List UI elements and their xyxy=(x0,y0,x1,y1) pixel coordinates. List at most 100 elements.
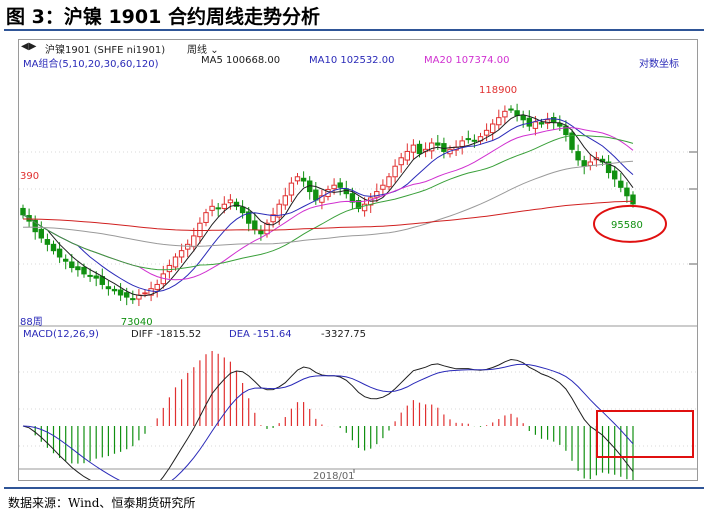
candle-body[interactable] xyxy=(459,140,465,147)
candle-body[interactable] xyxy=(63,258,69,262)
candle-body[interactable] xyxy=(429,142,435,152)
candle-body[interactable] xyxy=(246,211,252,224)
candle-body[interactable] xyxy=(361,203,368,212)
candle-body[interactable] xyxy=(288,182,295,196)
candle-body[interactable] xyxy=(191,235,197,248)
last-price-highlight xyxy=(593,204,667,243)
candle-body[interactable] xyxy=(435,142,441,146)
candle-body[interactable] xyxy=(239,206,246,214)
candle-body[interactable] xyxy=(38,228,45,239)
candle-body[interactable] xyxy=(81,266,87,275)
candle-body[interactable] xyxy=(563,125,569,136)
candle-body[interactable] xyxy=(294,176,301,182)
candle-body[interactable] xyxy=(386,176,392,188)
candle-body[interactable] xyxy=(526,117,533,127)
candle-body[interactable] xyxy=(20,207,26,216)
candle-body[interactable] xyxy=(520,115,526,121)
ma10-legend: MA10 102532.00 xyxy=(309,55,395,66)
candle-body[interactable] xyxy=(221,203,228,209)
candle-body[interactable] xyxy=(252,220,258,231)
candle-body[interactable] xyxy=(32,219,38,233)
candle-body[interactable] xyxy=(56,248,63,258)
candle-body[interactable] xyxy=(233,201,240,207)
candle-body[interactable] xyxy=(508,108,514,111)
candle-body[interactable] xyxy=(569,132,575,150)
candle-body[interactable] xyxy=(392,165,398,178)
ma-group-label[interactable]: MA组合(5,10,20,30,60,120) xyxy=(23,59,159,70)
candle-body[interactable] xyxy=(276,203,282,218)
candle-body[interactable] xyxy=(178,250,185,258)
candle-body[interactable] xyxy=(575,151,581,161)
candle-body[interactable] xyxy=(374,191,380,198)
macd-legend-name[interactable]: MACD(12,26,9) xyxy=(23,329,99,340)
macd-legend-diff: DIFF -1815.52 xyxy=(131,329,202,340)
candle-body[interactable] xyxy=(483,129,490,136)
candle-body[interactable] xyxy=(398,157,404,166)
candle-body[interactable] xyxy=(416,143,423,155)
candle-body[interactable] xyxy=(538,122,545,125)
candle-body[interactable] xyxy=(319,195,325,203)
candle-body[interactable] xyxy=(532,121,539,129)
candle-body[interactable] xyxy=(154,283,160,290)
candle-body[interactable] xyxy=(185,243,191,250)
candle-body[interactable] xyxy=(605,161,612,174)
candle-body[interactable] xyxy=(117,289,124,296)
candle-body[interactable] xyxy=(313,189,319,201)
candle-body[interactable] xyxy=(490,123,496,134)
candle-body[interactable] xyxy=(124,292,130,298)
candle-body[interactable] xyxy=(331,184,337,190)
candle-body[interactable] xyxy=(410,144,417,153)
candle-body[interactable] xyxy=(618,180,624,188)
candle-body[interactable] xyxy=(502,110,508,118)
candle-body[interactable] xyxy=(130,298,136,301)
candle-body[interactable] xyxy=(557,122,563,127)
candle-body[interactable] xyxy=(355,200,362,209)
candle-body[interactable] xyxy=(581,160,587,167)
candle-body[interactable] xyxy=(300,177,307,182)
candle-body[interactable] xyxy=(349,193,356,203)
candle-body[interactable] xyxy=(87,274,93,277)
candle-body[interactable] xyxy=(172,256,179,268)
candle-body[interactable] xyxy=(197,222,203,238)
candle-body[interactable] xyxy=(282,195,289,206)
macd-dea-line xyxy=(22,363,634,480)
candle-body[interactable] xyxy=(50,243,57,252)
log-scale-toggle[interactable]: 对数坐标 xyxy=(639,59,679,70)
candle-body[interactable] xyxy=(209,205,215,211)
candle-body[interactable] xyxy=(465,138,472,141)
candle-body[interactable] xyxy=(587,161,593,166)
candle-body[interactable] xyxy=(105,286,112,290)
ma20-legend: MA20 107374.00 xyxy=(424,55,510,66)
candle-body[interactable] xyxy=(514,110,520,117)
period-selector[interactable]: 周线 ⌄ xyxy=(187,41,219,56)
candle-body[interactable] xyxy=(215,207,221,210)
candle-body[interactable] xyxy=(111,288,118,292)
candle-body[interactable] xyxy=(258,230,264,235)
candle-body[interactable] xyxy=(93,275,99,279)
candle-body[interactable] xyxy=(337,182,343,188)
candle-body[interactable] xyxy=(142,292,148,295)
candle-body[interactable] xyxy=(69,261,75,269)
candle-body[interactable] xyxy=(612,170,618,180)
back-forward-icon[interactable]: ◀▶ xyxy=(21,41,37,52)
candle-body[interactable] xyxy=(75,266,81,271)
macd-legend-value: -3327.75 xyxy=(321,329,366,340)
candle-body[interactable] xyxy=(270,214,276,223)
macd-highlight-box xyxy=(596,410,694,458)
candle-body[interactable] xyxy=(496,117,502,126)
candle-body[interactable] xyxy=(471,139,478,142)
candle-body[interactable] xyxy=(380,184,386,190)
candle-body[interactable] xyxy=(227,199,234,204)
candle-body[interactable] xyxy=(630,194,636,205)
candle-body[interactable] xyxy=(551,116,557,123)
symbol-label[interactable]: 沪镍1901 (SHFE ni1901) xyxy=(45,45,166,56)
candle-body[interactable] xyxy=(44,239,51,245)
candle-body[interactable] xyxy=(624,187,630,197)
candle-body[interactable] xyxy=(148,288,154,296)
candle-body[interactable] xyxy=(404,150,411,161)
candle-body[interactable] xyxy=(166,264,173,273)
candle-body[interactable] xyxy=(203,212,209,223)
source-note: 数据来源：Wind、恒泰期货研究所 xyxy=(8,496,196,510)
candle-body[interactable] xyxy=(343,188,350,195)
candle-body[interactable] xyxy=(441,143,447,152)
